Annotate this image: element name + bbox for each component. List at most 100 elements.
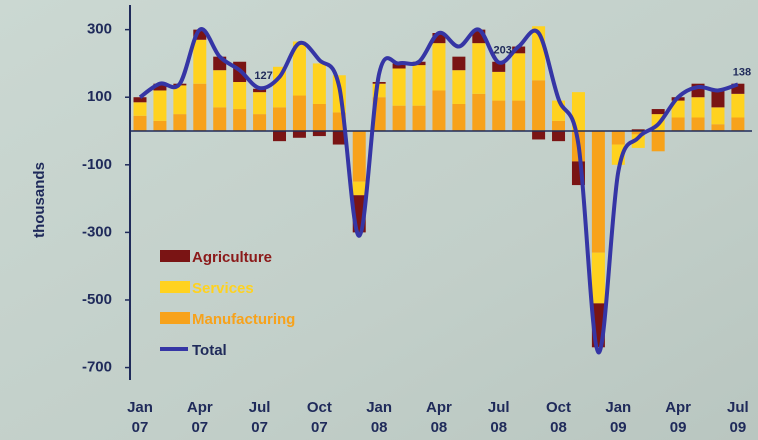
- x-tick-label: Jul 09: [727, 399, 749, 436]
- bar-segment: [352, 181, 366, 196]
- bar-segment: [133, 97, 147, 103]
- bar-segment: [153, 90, 167, 121]
- data-label: 203: [494, 44, 512, 56]
- bar-segment: [731, 117, 745, 132]
- bar-segment: [412, 65, 426, 106]
- legend-label: Manufacturing: [192, 311, 295, 328]
- bar-segment: [133, 102, 147, 116]
- legend-label: Agriculture: [192, 249, 272, 266]
- bar-segment: [253, 88, 267, 93]
- x-tick-label: Jan 08: [366, 399, 392, 436]
- bar-segment: [213, 70, 227, 108]
- bar-segment: [671, 117, 685, 132]
- y-tick-label: 100: [87, 88, 112, 105]
- bar-segment: [253, 114, 267, 132]
- bar-segment: [392, 63, 406, 69]
- bar-segment: [412, 105, 426, 132]
- bar-segment: [711, 107, 725, 125]
- legend-swatch: [160, 250, 190, 262]
- y-tick-label: 300: [87, 21, 112, 38]
- bar-segment: [651, 109, 665, 115]
- bar-segment: [273, 131, 287, 142]
- bar-segment: [292, 95, 306, 132]
- y-tick-label: -500: [82, 291, 112, 308]
- bar-segment: [392, 105, 406, 132]
- bar-segment: [432, 43, 446, 91]
- bar-segment: [472, 93, 486, 132]
- bar-segment: [253, 92, 267, 115]
- bar-segment: [392, 68, 406, 106]
- bar-segment: [691, 97, 705, 118]
- bar-segment: [552, 120, 566, 132]
- bar-segment: [631, 131, 645, 135]
- bar-segment: [332, 131, 346, 145]
- bar-segment: [352, 131, 366, 182]
- bar-segment: [153, 83, 167, 91]
- x-tick-label: Oct 07: [307, 399, 332, 436]
- bar-segment: [133, 115, 147, 132]
- y-tick-label: -300: [82, 223, 112, 240]
- bar-segment: [233, 82, 247, 110]
- legend-label: Total: [192, 342, 227, 359]
- bar-segment: [193, 83, 207, 132]
- bar-segment: [292, 41, 306, 96]
- bar-segment: [273, 107, 287, 132]
- bar-segment: [492, 71, 506, 101]
- bar-segment: [213, 107, 227, 132]
- x-tick-label: Apr 08: [426, 399, 452, 436]
- bar-segment: [173, 114, 187, 132]
- data-label: 138: [733, 66, 751, 78]
- bar-segment: [452, 56, 466, 71]
- bar-segment: [312, 63, 326, 104]
- x-tick-label: Jan 07: [127, 399, 153, 436]
- bar-segment: [512, 100, 526, 132]
- bar-segment: [452, 103, 466, 132]
- bar-segment: [691, 117, 705, 132]
- data-label: 127: [254, 70, 272, 82]
- bar-segment: [611, 131, 625, 145]
- bar-segment: [591, 131, 605, 253]
- bar-segment: [452, 70, 466, 104]
- bar-segment: [731, 83, 745, 94]
- total-line: [138, 27, 739, 355]
- x-tick-label: Jul 07: [249, 399, 271, 436]
- bar-segment: [432, 33, 446, 44]
- legend-swatch: [160, 312, 190, 324]
- bar-segment: [591, 252, 605, 304]
- bar-segment: [193, 39, 207, 84]
- y-tick-label: -700: [82, 359, 112, 376]
- bar-segment: [492, 100, 506, 132]
- x-tick-label: Jan 09: [605, 399, 631, 436]
- bar-segment: [512, 46, 526, 54]
- bar-segment: [711, 124, 725, 132]
- bar-segment: [193, 29, 207, 40]
- x-tick-label: Oct 08: [546, 399, 571, 436]
- bar-segment: [512, 53, 526, 101]
- bar-segment: [631, 134, 645, 148]
- legend-label: Services: [192, 280, 254, 297]
- bar-segment: [532, 80, 546, 132]
- bar-segment: [292, 131, 306, 138]
- x-tick-label: Apr 09: [665, 399, 691, 436]
- bar-segment: [233, 109, 247, 132]
- bar-segment: [312, 103, 326, 132]
- y-axis-label: thousands: [31, 162, 48, 238]
- bar-segment: [631, 129, 645, 132]
- x-tick-label: Jul 08: [488, 399, 510, 436]
- bar-segment: [273, 66, 287, 108]
- bar-segment: [312, 131, 326, 137]
- x-tick-label: Apr 07: [187, 399, 213, 436]
- bar-segment: [552, 131, 566, 142]
- bar-segment: [532, 131, 546, 140]
- y-tick-label: -100: [82, 156, 112, 173]
- bar-segment: [711, 90, 725, 108]
- legend-swatch: [160, 281, 190, 293]
- bar-segment: [432, 90, 446, 132]
- bar-segment: [153, 120, 167, 132]
- bar-segment: [173, 85, 187, 115]
- bar-segment: [472, 43, 486, 94]
- bar-segment: [492, 61, 506, 72]
- bar-segment: [651, 131, 665, 152]
